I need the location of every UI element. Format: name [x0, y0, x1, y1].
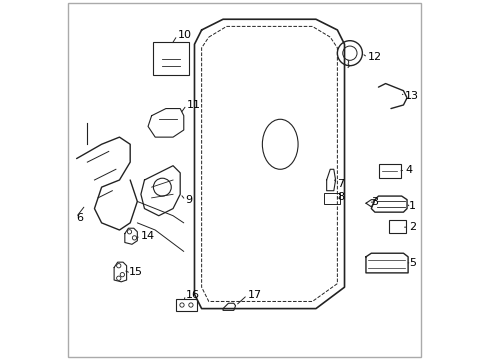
Text: 14: 14	[141, 231, 155, 242]
Text: 4: 4	[405, 165, 411, 175]
Text: 11: 11	[186, 100, 200, 110]
Text: 5: 5	[408, 258, 415, 268]
Text: 8: 8	[337, 192, 344, 202]
Text: 9: 9	[185, 195, 192, 205]
Text: 1: 1	[408, 201, 415, 211]
Text: 17: 17	[247, 290, 261, 300]
Text: 16: 16	[185, 290, 199, 300]
Text: 3: 3	[370, 197, 378, 207]
Text: 15: 15	[128, 267, 142, 277]
Text: 10: 10	[177, 30, 191, 40]
Text: 2: 2	[408, 222, 415, 232]
Text: 13: 13	[405, 91, 418, 101]
Text: 6: 6	[76, 212, 83, 222]
Text: 12: 12	[367, 53, 381, 63]
Text: 7: 7	[337, 179, 344, 189]
